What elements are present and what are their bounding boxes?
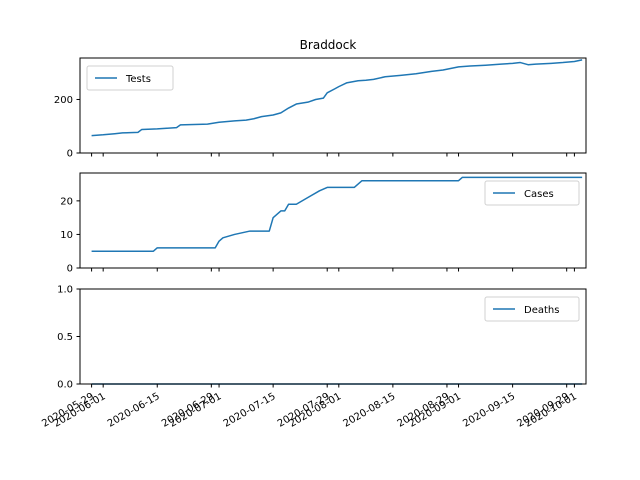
legend-tests: Tests: [86, 65, 174, 91]
legend-label: Cases: [524, 189, 554, 200]
y-tick-label: 20: [60, 196, 73, 207]
legend-label: Tests: [125, 74, 151, 85]
chart-title: Braddock: [300, 38, 357, 52]
x-tick-label: 2020-06-15: [106, 391, 162, 430]
subplot-deaths: 0.0 0.5 1.0 Deaths: [57, 285, 587, 391]
axes-frame: [79, 57, 587, 154]
x-tick-label: 2020-09-15: [461, 391, 517, 430]
axes-frame: [79, 172, 587, 269]
series-line-tests: [91, 59, 583, 137]
legend-box: [484, 180, 580, 206]
y-tick-label: 1.0: [57, 285, 73, 296]
y-tick-label: 200: [54, 95, 73, 106]
legend-box: [86, 65, 174, 91]
y-tick-label: 0: [67, 264, 73, 275]
y-tick-label: 0: [67, 149, 73, 160]
x-tick-label: 2020-08-15: [342, 391, 398, 430]
legend-cases: Cases: [484, 180, 580, 206]
legend-box: [484, 296, 580, 322]
y-tick-label: 10: [60, 230, 73, 241]
subplot-cases: 0 10 20 Cases: [60, 172, 587, 275]
x-tick-label: 2020-07-15: [222, 391, 278, 430]
subplot-tests: 0 200 Tests: [54, 57, 587, 160]
y-tick-label: 0.0: [57, 380, 73, 391]
legend-deaths: Deaths: [484, 296, 580, 322]
legend-label: Deaths: [524, 305, 559, 316]
series-line-cases: [91, 176, 583, 252]
y-tick-label: 0.5: [57, 332, 73, 343]
